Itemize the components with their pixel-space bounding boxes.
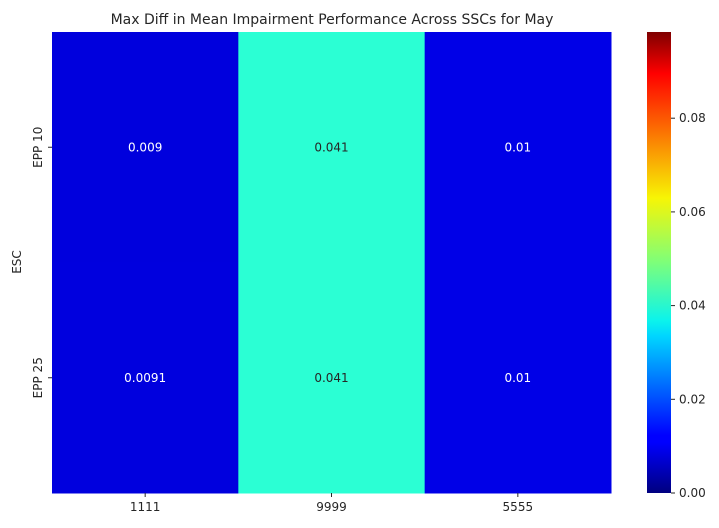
colorbar-axis: 0.00 0.02 0.04 0.06 0.08: [671, 111, 706, 500]
cell-annotation: 0.041: [314, 371, 348, 385]
heatmap-cell: [52, 262, 239, 494]
heatmap-cells: [52, 32, 612, 494]
cell-annotation: 0.01: [504, 140, 531, 154]
colorbar-tick-label: 0.02: [679, 392, 706, 406]
colorbar-tick-label: 0.06: [679, 205, 706, 219]
heatmap-cell: [424, 32, 612, 263]
cell-annotation: 0.01: [504, 371, 531, 385]
y-axis: EPP 10 EPP 25: [31, 127, 52, 398]
cell-annotation: 0.009: [128, 140, 162, 154]
y-axis-label: ESC: [10, 250, 24, 274]
heatmap-cell: [52, 32, 239, 263]
cell-annotations: 0.009 0.041 0.01 0.0091 0.041 0.01: [124, 140, 531, 385]
x-tick-label: 1111: [130, 500, 161, 514]
x-tick-label: 9999: [316, 500, 347, 514]
heatmap-cell: [238, 32, 426, 263]
colorbar-tick-label: 0.08: [679, 111, 706, 125]
x-tick-label: 5555: [503, 500, 534, 514]
colorbar: [647, 32, 671, 493]
colorbar-tick-label: 0.04: [679, 299, 706, 313]
colorbar-tick-label: 0.00: [679, 486, 706, 500]
chart-title: Max Diff in Mean Impairment Performance …: [111, 12, 554, 28]
x-axis: 1111 9999 5555: [130, 493, 533, 514]
heatmap-cell: [424, 262, 612, 494]
cell-annotation: 0.0091: [124, 371, 166, 385]
cell-annotation: 0.041: [314, 140, 348, 154]
heatmap-cell: [238, 262, 426, 494]
y-tick-label: EPP 10: [31, 127, 45, 168]
y-tick-label: EPP 25: [31, 357, 45, 398]
